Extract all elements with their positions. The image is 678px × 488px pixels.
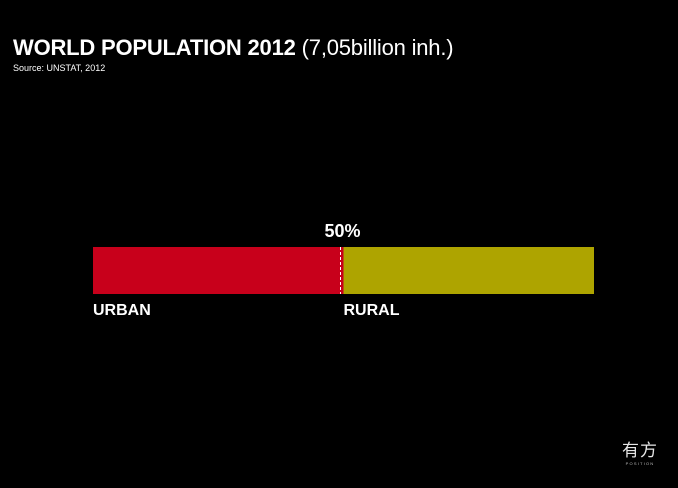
logo-chinese-text: 有方	[622, 441, 658, 461]
category-label-urban: URBAN	[93, 302, 151, 319]
logo-english-text: POSITION	[625, 461, 655, 466]
bars-group	[93, 247, 594, 294]
chart-title-subtext: (7,05billion inh.)	[301, 35, 454, 60]
bar-segment-urban	[93, 247, 344, 294]
chart-title: WORLD POPULATION 2012 (7,05billion inh.)	[13, 34, 454, 62]
category-label-rural: RURAL	[344, 302, 400, 319]
position-logo: 有方 POSITION	[617, 441, 663, 466]
chart-source: Source: UNSTAT, 2012	[13, 63, 106, 73]
chart-header: WORLD POPULATION 2012 (7,05billion inh.) …	[13, 34, 454, 74]
split-percentage-label: 50%	[324, 221, 360, 241]
category-labels: URBAN RURAL	[93, 302, 400, 319]
chart-title-bold: WORLD POPULATION 2012	[13, 35, 296, 60]
bar-segment-rural	[343, 247, 594, 294]
